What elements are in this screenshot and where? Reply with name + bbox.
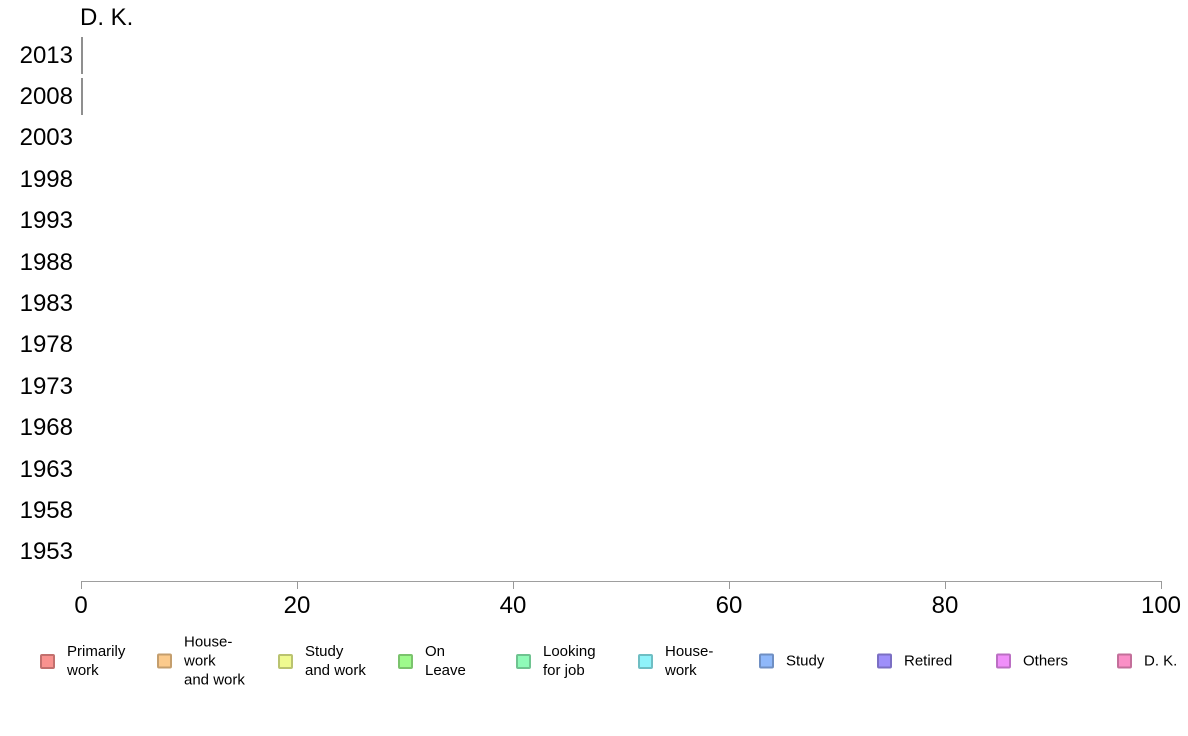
legend-label: House- work and work [184,633,245,689]
legend-swatch [516,653,531,669]
y-axis-label: 1963 [19,455,73,483]
y-axis-label: 1998 [19,165,73,193]
x-tick-label: 20 [283,592,311,619]
legend-item: On Leave [398,642,466,680]
legend-item: Looking for job [516,642,596,680]
legend-label: Retired [904,652,953,670]
x-tick-label: 60 [715,592,743,619]
x-tick-mark [1161,581,1162,589]
legend-item: Study and work [278,642,366,680]
x-tick-label: 100 [1140,592,1182,619]
bar-outline [81,37,83,74]
legend-swatch [398,653,413,669]
legend-label: Looking for job [543,643,596,679]
legend-item: Retired [877,652,952,671]
legend-item: Primarily work [40,642,125,680]
legend-swatch [40,653,55,669]
y-axis-label: 1953 [19,538,73,566]
legend-label: House- work [665,643,714,679]
legend-item: Study [759,652,824,671]
x-axis-line [81,581,1162,582]
x-tick-mark [513,581,514,589]
legend-label: Primarily work [67,643,126,679]
x-tick-label: 40 [499,592,527,619]
y-axis-label: 1973 [19,372,73,400]
legend-swatch [278,653,293,669]
x-tick-label: 80 [931,592,959,619]
x-tick-mark [81,581,82,589]
x-tick-mark [729,581,730,589]
legend-label: Study and work [305,643,366,679]
legend-label: On Leave [425,643,466,679]
x-tick-mark [945,581,946,589]
y-axis-label: 1958 [19,496,73,524]
y-axis-label: 2008 [19,82,73,110]
legend-item: Others [996,652,1068,671]
legend-swatch [638,653,653,669]
y-axis-label: 2003 [19,124,73,152]
y-axis-label: 1993 [19,207,73,235]
legend-item: House- work and work [157,633,245,690]
legend-label: Study [786,652,825,670]
y-axis-label: 1988 [19,248,73,276]
legend-swatch [157,653,172,669]
legend-swatch [877,653,892,669]
y-axis-label: 1968 [19,414,73,442]
bar-outline [81,78,83,116]
y-axis-label: 1978 [19,331,73,359]
y-axis-label: 2013 [19,41,73,69]
legend-swatch [759,653,774,669]
y-axis-label: 1983 [19,289,73,317]
x-tick-mark [297,581,298,589]
legend-item: House- work [638,642,713,680]
panel-title: D. K. [80,4,134,31]
legend-label: Others [1023,652,1069,670]
legend-item: D. K. [1117,652,1177,671]
legend-label: D. K. [1144,652,1178,670]
legend-swatch [1117,653,1132,669]
legend-swatch [996,653,1011,669]
x-tick-label: 0 [74,592,88,619]
